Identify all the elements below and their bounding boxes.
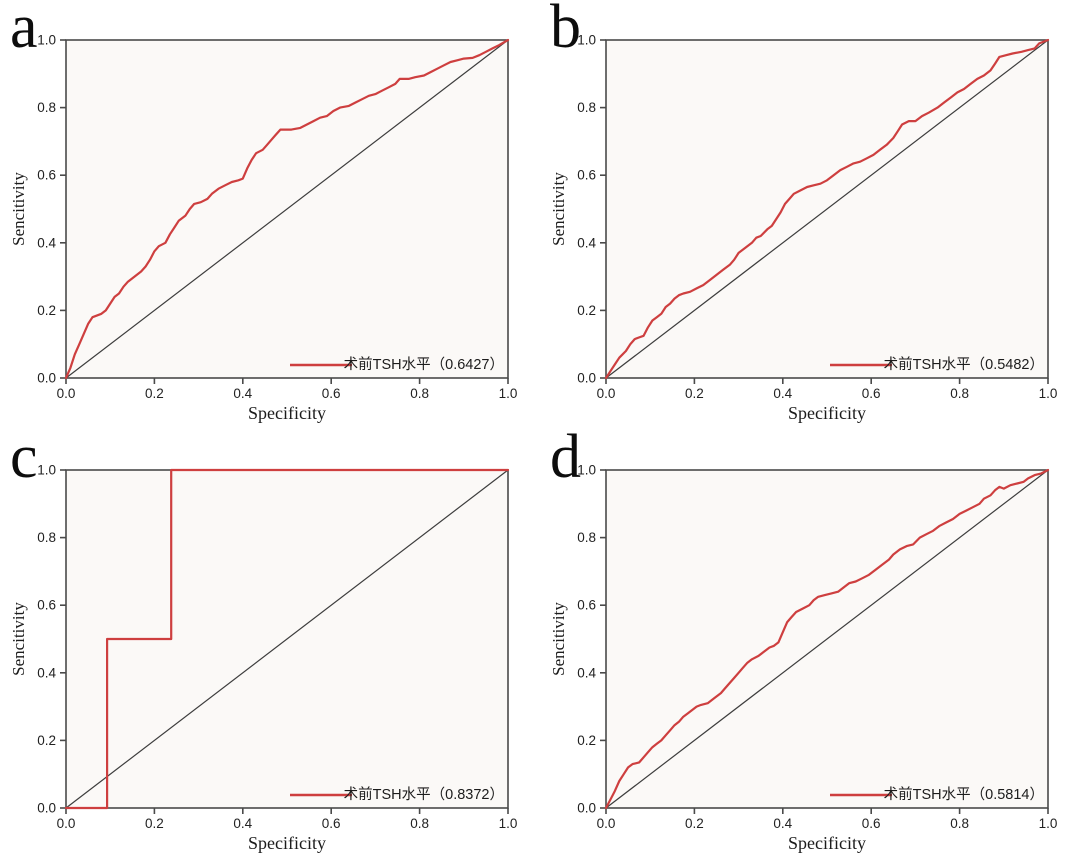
x-axis-title: Specificity xyxy=(788,833,866,853)
x-tick-label: 0.0 xyxy=(597,816,616,831)
roc-chart-a: 0.00.0 0.2 0.2 0.4 0.4 0.6 0.6 0.8 0.8 1.0 1.0 Spec… xyxy=(9,33,518,424)
y-tick-label: 0.0 xyxy=(577,801,596,816)
x-tick-label: 1.0 xyxy=(499,816,518,831)
reference-line xyxy=(605,469,1049,809)
x-tick-label: 0.2 xyxy=(145,816,164,831)
roc-chart-d: 0.00.0 0.2 0.2 0.4 0.4 0.6 0.6 0.8 0.8 1.0 1.0 Spec… xyxy=(549,463,1058,854)
x-tick-label: 0.6 xyxy=(322,386,341,401)
y-tick-label: 0.4 xyxy=(37,235,56,250)
roc-panel-d: d 0.0 0.0 0.2 0.2 0.4 0.4 0.6 0.6 0.8 0.8 1.0 1.0 Sp… xyxy=(540,426,1080,861)
roc-panel-b: b 0.0 0.0 0.2 0.2 0.4 0.4 0.6 0.6 0.8 0.8 1.0 1.0 Sp… xyxy=(540,0,1080,430)
y-tick-label: 0.0 xyxy=(577,371,596,386)
x-tick-label: 0.2 xyxy=(685,816,704,831)
legend-label: 术前TSH水平（0.5482） xyxy=(884,356,1044,373)
y-axis-title: Sencitivity xyxy=(9,172,28,246)
x-tick-label: 0.8 xyxy=(410,386,429,401)
reference-line xyxy=(605,39,1049,379)
x-tick-label: 0.6 xyxy=(862,816,881,831)
x-tick-label: 0.4 xyxy=(773,816,792,831)
y-tick-label: 1.0 xyxy=(37,463,56,478)
x-tick-label: 0.8 xyxy=(950,816,969,831)
x-axis-title: Specificity xyxy=(248,403,326,423)
x-axis-title: Specificity xyxy=(788,403,866,423)
x-tick-label: 0.6 xyxy=(862,386,881,401)
x-tick-label: 0.6 xyxy=(322,816,341,831)
x-tick-label: 0.0 xyxy=(57,816,76,831)
x-tick-label: 0.4 xyxy=(233,816,252,831)
roc-curve xyxy=(604,468,1050,810)
roc-panel-a: a 0.0 0.0 0.2 0.2 0.4 0.4 0.6 0.6 0.8 0.8 1.0 1.0 Sp… xyxy=(0,0,540,430)
y-tick-label: 0.6 xyxy=(37,598,56,613)
y-tick-label: 0.8 xyxy=(37,530,56,545)
x-tick-label: 0.8 xyxy=(410,816,429,831)
legend-label: 术前TSH水平（0.5814） xyxy=(884,786,1044,803)
x-tick-label: 0.4 xyxy=(233,386,252,401)
y-tick-label: 0.2 xyxy=(577,733,596,748)
y-tick-label: 0.6 xyxy=(577,598,596,613)
roc-panel-c: c 0.0 0.0 0.2 0.2 0.4 0.4 0.6 0.6 0.8 0.8 1.0 1.0 Sp… xyxy=(0,426,540,861)
reference-line xyxy=(65,39,509,379)
y-tick-label: 1.0 xyxy=(577,33,596,48)
x-tick-label: 0.2 xyxy=(145,386,164,401)
y-axis-title: Sencitivity xyxy=(549,602,568,676)
y-tick-label: 1.0 xyxy=(37,33,56,48)
y-tick-label: 0.4 xyxy=(577,665,596,680)
y-tick-label: 0.4 xyxy=(37,665,56,680)
reference-line xyxy=(65,469,509,809)
y-tick-label: 0.8 xyxy=(577,100,596,115)
x-tick-label: 0.0 xyxy=(57,386,76,401)
panel-letter-c: c xyxy=(10,423,38,491)
y-tick-label: 0.2 xyxy=(577,303,596,318)
y-axis-title: Sencitivity xyxy=(549,172,568,246)
panel-letter-b: b xyxy=(550,0,581,61)
panel-letter-a: a xyxy=(10,0,38,61)
y-tick-label: 0.6 xyxy=(577,168,596,183)
y-tick-label: 0.8 xyxy=(37,100,56,115)
y-tick-label: 0.6 xyxy=(37,168,56,183)
legend-label: 术前TSH水平（0.6427） xyxy=(344,356,504,373)
y-tick-label: 0.4 xyxy=(577,235,596,250)
roc-curve xyxy=(604,38,1050,380)
roc-chart-c: 0.00.0 0.2 0.2 0.4 0.4 0.6 0.6 0.8 0.8 1.0 1.0 Spec… xyxy=(9,463,518,854)
x-tick-label: 1.0 xyxy=(1039,816,1058,831)
legend-label: 术前TSH水平（0.8372） xyxy=(344,786,504,803)
x-tick-label: 0.2 xyxy=(685,386,704,401)
roc-chart-b: 0.00.0 0.2 0.2 0.4 0.4 0.6 0.6 0.8 0.8 1.0 1.0 Spec… xyxy=(549,33,1058,424)
y-axis-title: Sencitivity xyxy=(9,602,28,676)
y-tick-label: 0.0 xyxy=(37,371,56,386)
x-tick-label: 0.4 xyxy=(773,386,792,401)
x-tick-label: 1.0 xyxy=(1039,386,1058,401)
roc-curve xyxy=(64,468,510,810)
x-tick-label: 0.0 xyxy=(597,386,616,401)
y-tick-label: 1.0 xyxy=(577,463,596,478)
y-tick-label: 0.0 xyxy=(37,801,56,816)
x-tick-label: 0.8 xyxy=(950,386,969,401)
y-tick-label: 0.8 xyxy=(577,530,596,545)
roc-curve xyxy=(64,38,510,380)
panel-letter-d: d xyxy=(550,423,581,491)
x-tick-label: 1.0 xyxy=(499,386,518,401)
y-tick-label: 0.2 xyxy=(37,303,56,318)
x-axis-title: Specificity xyxy=(248,833,326,853)
y-tick-label: 0.2 xyxy=(37,733,56,748)
